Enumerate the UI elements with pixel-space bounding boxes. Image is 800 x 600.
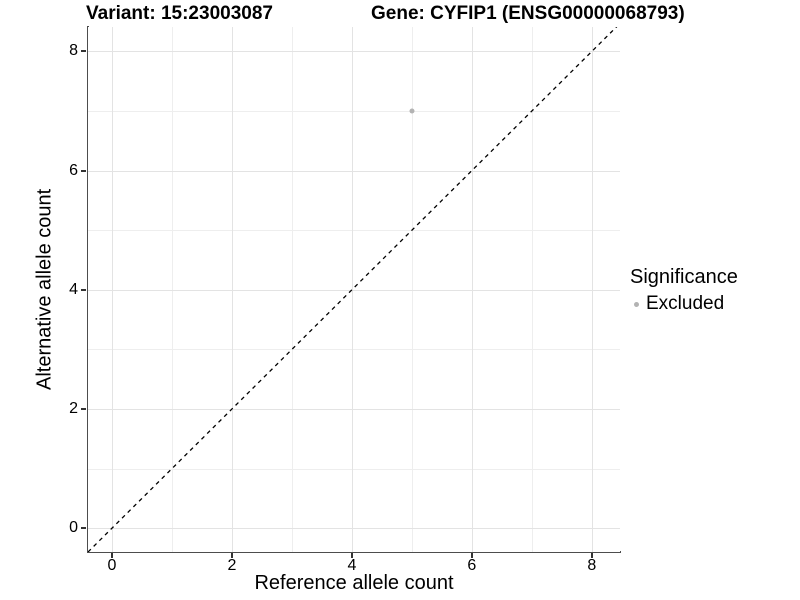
y-tick-mark bbox=[81, 169, 86, 172]
x-minor-gridline bbox=[171, 27, 173, 552]
y-tick-label: 4 bbox=[69, 280, 78, 298]
legend: Significance Excluded bbox=[630, 266, 738, 315]
x-tick-label: 6 bbox=[467, 557, 477, 574]
x-major-gridline bbox=[351, 27, 353, 552]
x-minor-gridline bbox=[411, 27, 413, 552]
x-minor-gridline bbox=[291, 27, 293, 552]
x-tick-mark bbox=[230, 553, 233, 558]
y-tick-mark bbox=[81, 288, 86, 291]
identity-line bbox=[88, 27, 618, 552]
identity-line-layer bbox=[88, 27, 618, 552]
x-axis-title: Reference allele count bbox=[254, 572, 454, 594]
y-tick-mark bbox=[81, 527, 86, 530]
x-major-gridline bbox=[111, 27, 113, 552]
legend-entry-label: Excluded bbox=[646, 293, 725, 314]
legend-point-icon bbox=[634, 301, 639, 307]
y-major-gridline bbox=[88, 528, 620, 530]
plot-title-variant: Variant: 15:23003087 bbox=[86, 3, 273, 24]
plot-panel: 0 2 4 6 8 0 2 4 6 8 bbox=[69, 27, 620, 574]
x-tick-label: 0 bbox=[107, 557, 117, 574]
y-major-gridline bbox=[88, 289, 620, 291]
y-tick-label: 0 bbox=[69, 519, 78, 537]
y-minor-gridline bbox=[88, 468, 620, 470]
legend-title: Significance bbox=[630, 266, 738, 288]
x-major-gridline bbox=[591, 27, 593, 552]
x-minor-gridline bbox=[531, 27, 533, 552]
y-tick-mark bbox=[81, 407, 86, 410]
x-tick-mark bbox=[110, 553, 113, 558]
y-minor-gridline bbox=[88, 111, 620, 113]
x-tick-mark bbox=[350, 553, 353, 558]
y-tick-label: 2 bbox=[69, 399, 78, 417]
data-point bbox=[409, 108, 415, 114]
x-tick-label: 2 bbox=[227, 557, 237, 574]
x-major-gridline bbox=[231, 27, 233, 552]
plot-title-gene: Gene: CYFIP1 (ENSG00000068793) bbox=[371, 3, 685, 24]
x-tick-label: 4 bbox=[347, 557, 357, 574]
y-axis-title: Alternative allele count bbox=[33, 188, 56, 391]
y-major-gridline bbox=[88, 51, 620, 53]
y-minor-gridline bbox=[88, 230, 620, 232]
y-tick-mark bbox=[81, 50, 86, 53]
y-major-gridline bbox=[88, 408, 620, 410]
x-major-gridline bbox=[471, 27, 473, 552]
y-tick-label: 8 bbox=[69, 42, 78, 60]
x-tick-label: 8 bbox=[587, 557, 597, 574]
legend-entry: Excluded bbox=[630, 293, 738, 315]
x-tick-mark bbox=[590, 553, 593, 558]
y-tick-label: 6 bbox=[69, 161, 78, 179]
x-axis-line bbox=[87, 551, 621, 553]
legend-entries: Excluded bbox=[630, 293, 738, 315]
y-major-gridline bbox=[88, 170, 620, 172]
x-tick-mark bbox=[470, 553, 473, 558]
y-minor-gridline bbox=[88, 349, 620, 351]
